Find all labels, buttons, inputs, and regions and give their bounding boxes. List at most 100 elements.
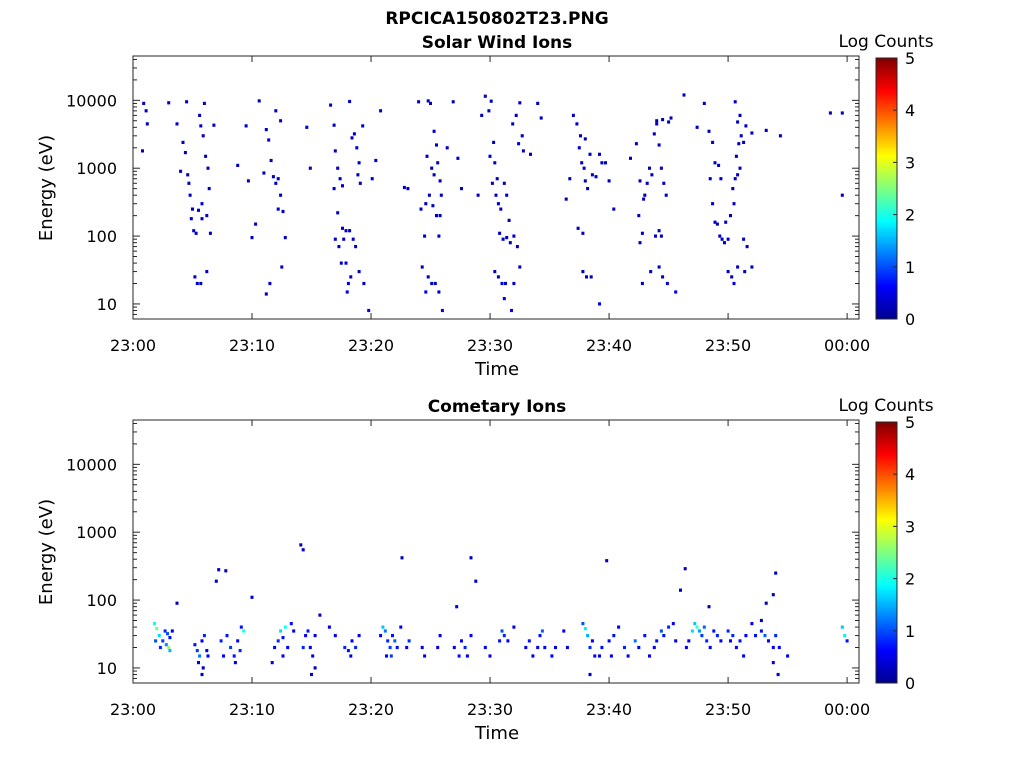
data-cell: [379, 109, 383, 113]
data-cell: [199, 124, 203, 128]
data-cell: [167, 101, 171, 105]
data-cell: [166, 632, 169, 636]
data-cell: [161, 639, 165, 643]
data-cell: [279, 629, 283, 633]
data-cell: [643, 193, 647, 197]
data-cell: [778, 134, 782, 138]
data-cell: [271, 175, 275, 179]
data-cell: [564, 197, 568, 201]
data-cell: [388, 645, 392, 650]
data-cell: [283, 625, 287, 629]
data-cell: [492, 140, 496, 144]
data-cell: [495, 177, 499, 181]
data-cell: [637, 645, 641, 650]
data-cell: [600, 161, 604, 165]
data-cell: [333, 634, 337, 638]
data-cell: [581, 270, 585, 274]
data-cell: [719, 639, 723, 643]
data-cell: [538, 634, 542, 638]
data-cell: [543, 645, 547, 650]
colorbar-tick-label: 2: [905, 570, 915, 589]
data-cell: [733, 100, 737, 104]
data-cell: [750, 131, 754, 135]
data-cell: [501, 237, 505, 241]
data-cell: [200, 202, 204, 206]
data-cell: [717, 163, 721, 167]
data-cell: [580, 161, 584, 165]
data-cell: [490, 181, 494, 185]
data-cell: [581, 622, 585, 626]
data-cell: [426, 275, 430, 279]
data-cell: [280, 265, 284, 269]
panel-2-x-ticks: 23:00 23:10 23:20 23:30 23:40 23:50 00:00: [110, 420, 870, 719]
data-cell: [164, 643, 168, 647]
data-cell: [286, 645, 290, 650]
data-cell: [158, 645, 162, 650]
panel-1-plot-area: [132, 55, 860, 320]
data-cell: [665, 281, 669, 286]
panel-2-ylabel: Energy (eV): [36, 499, 57, 605]
data-cell: [313, 634, 317, 638]
data-cell: [598, 302, 601, 306]
data-cell: [767, 639, 770, 643]
data-cell: [649, 270, 653, 274]
x-tick-label: 23:50: [705, 336, 751, 355]
data-cell: [736, 120, 740, 124]
data-cell: [195, 281, 199, 286]
data-cell: [643, 634, 647, 638]
data-cell: [238, 649, 242, 653]
data-cell: [640, 281, 644, 286]
data-cell: [521, 149, 525, 153]
data-cell: [292, 629, 296, 633]
data-cell: [205, 214, 209, 218]
data-cell: [494, 193, 498, 197]
data-cell: [437, 290, 441, 294]
data-cell: [718, 234, 722, 238]
colorbar-tick-label: 5: [905, 49, 915, 68]
data-cell: [506, 639, 510, 643]
data-cell: [702, 101, 706, 105]
data-cell: [700, 634, 704, 638]
data-cell: [192, 229, 196, 233]
data-cell: [206, 166, 210, 170]
data-cell: [381, 625, 385, 629]
data-cell: [188, 193, 192, 197]
data-cell: [609, 654, 613, 658]
panel-1-title: Solar Wind Ions: [422, 33, 573, 53]
data-cell: [236, 639, 240, 643]
data-cell: [605, 559, 609, 563]
data-cell: [713, 161, 717, 165]
data-cell: [777, 645, 781, 650]
data-cell: [520, 134, 524, 138]
data-cell: [515, 245, 519, 249]
data-cell: [720, 237, 724, 241]
data-cell: [460, 187, 463, 191]
data-cell: [198, 654, 202, 658]
panel-cometary: Cometary Ions 23:00 23:10 23:20 23:30 23:40 2…: [36, 396, 934, 744]
data-cell: [193, 275, 197, 279]
data-cell: [167, 645, 171, 650]
data-cell: [638, 241, 642, 245]
data-cell: [738, 113, 742, 117]
data-cell: [623, 645, 626, 650]
data-cell: [341, 184, 344, 188]
data-cell: [840, 193, 844, 197]
data-cell: [212, 123, 216, 127]
x-tick-label: 23:40: [586, 336, 632, 355]
panel-1-y-ticks: 10 100 1000 10000: [66, 58, 859, 320]
data-cell: [655, 639, 659, 643]
data-cell: [661, 275, 665, 279]
data-cell: [438, 179, 442, 183]
data-cell: [201, 666, 205, 670]
data-cell: [318, 613, 322, 617]
data-cell: [536, 101, 540, 105]
data-cell: [197, 208, 200, 212]
colorbar-tick-label: 4: [905, 101, 915, 120]
data-cell: [540, 629, 544, 633]
data-cell: [445, 146, 449, 150]
data-cell: [664, 193, 668, 197]
data-cell: [684, 645, 688, 650]
panel-solar-wind: Solar Wind Ions 23:00 23:10 23:20 23:30 23:4…: [36, 32, 934, 380]
data-cell: [729, 639, 732, 643]
